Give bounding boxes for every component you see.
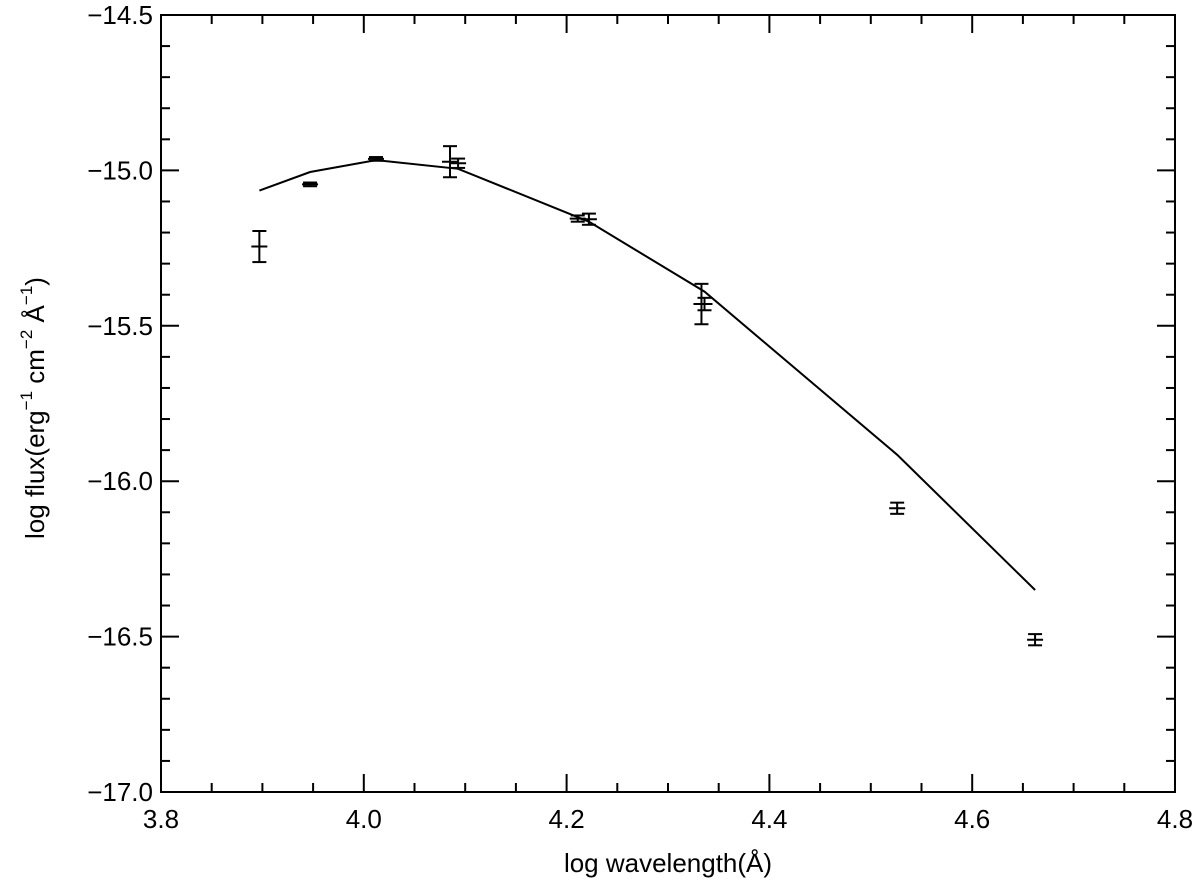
x-axis-title: log wavelength(Å) (564, 848, 772, 878)
data-point (251, 230, 268, 264)
y-axis-title-superscript: −1 (17, 286, 36, 305)
x-tick-label: 3.8 (143, 804, 179, 834)
y-axis-title: log flux(erg−1 cm−2 Å−1) (17, 277, 50, 539)
y-tick-label: −16.0 (87, 466, 153, 496)
y-axis-title-text: cm (20, 349, 50, 391)
y-axis-title-superscript: −2 (17, 330, 36, 349)
y-tick-label: −15.5 (87, 311, 153, 341)
data-point (1027, 633, 1044, 647)
model-line (259, 159, 1036, 591)
y-tick-label: −16.5 (87, 622, 153, 652)
y-tick-label: −14.5 (87, 0, 153, 30)
y-axis-title-superscript: −1 (17, 391, 36, 410)
x-tick-label: 4.6 (954, 804, 990, 834)
axes: 3.8 4.0 4.2 4.4 4.6 4.8 −14.5 −15.0 −15.5 −16.0 −1… (87, 0, 1193, 834)
x-tick-label: 4.0 (346, 804, 382, 834)
data-point (302, 181, 319, 188)
x-tick-label: 4.4 (751, 804, 787, 834)
data-point (441, 145, 458, 179)
y-axis-title-text: ) (20, 277, 50, 286)
y-axis-title-text: Å (20, 304, 50, 329)
plot-data (251, 145, 1044, 647)
y-axis-title-text: log flux(erg (20, 410, 50, 539)
y-tick-label: −15.0 (87, 155, 153, 185)
y-tick-label: −17.0 (87, 777, 153, 807)
plot-frame (160, 14, 1176, 793)
data-point (889, 501, 906, 515)
x-tick-label: 4.8 (1157, 804, 1193, 834)
data-point (450, 157, 467, 169)
data-point (696, 296, 713, 312)
x-tick-label: 4.2 (549, 804, 585, 834)
